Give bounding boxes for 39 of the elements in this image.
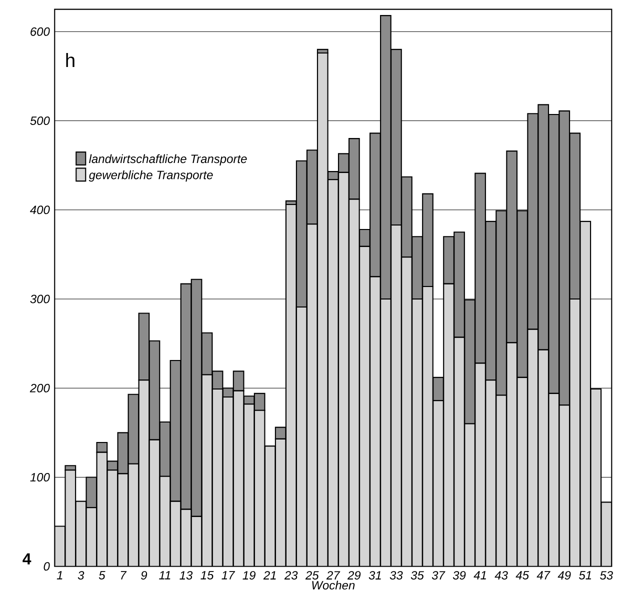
y-tick-label: 300 <box>30 294 50 304</box>
x-tick-label: 13 <box>180 571 193 580</box>
legend-label: gewerbliche Transporte <box>88 170 213 182</box>
x-tick-label: 49 <box>558 571 571 580</box>
y-tick-label: 200 <box>30 384 50 393</box>
x-tick-label: 33 <box>390 571 403 580</box>
x-tick-label: 37 <box>432 571 446 580</box>
x-tick-label: 9 <box>141 571 148 580</box>
y-tick-label: 600 <box>30 28 50 36</box>
y-tick-label: 400 <box>30 206 50 214</box>
x-tick-label: 43 <box>494 571 508 580</box>
x-tick-label: 19 <box>242 571 256 580</box>
x-tick-label: 17 <box>222 571 236 580</box>
y-tick-label: 0 <box>44 562 50 571</box>
y-axis-title: h <box>66 53 74 68</box>
y-tick-label: 100 <box>30 473 50 482</box>
x-tick-label: 23 <box>284 571 298 580</box>
x-tick-label: 39 <box>452 571 466 580</box>
x-axis-title: Wochen <box>312 580 355 590</box>
x-tick-label: 5 <box>98 571 106 580</box>
y-tick-label: 500 <box>30 116 50 126</box>
x-tick-label: 25 <box>305 571 319 580</box>
x-tick-label: 3 <box>78 571 84 580</box>
x-tick-label: 27 <box>326 571 340 580</box>
x-tick-label: 7 <box>120 571 127 580</box>
x-tick-label: 1 <box>56 571 62 580</box>
x-tick-label: 51 <box>578 571 592 580</box>
x-tick-label: 29 <box>347 571 361 580</box>
x-tick-label: 35 <box>410 571 424 580</box>
x-tick-label: 47 <box>536 571 550 580</box>
x-tick-label: 45 <box>516 571 530 580</box>
x-tick-label: 53 <box>600 571 613 580</box>
x-tick-label: 11 <box>159 571 170 580</box>
x-tick-label: 15 <box>200 571 214 580</box>
x-tick-label: 21 <box>263 571 276 580</box>
x-tick-label: 41 <box>474 571 486 580</box>
legend-label: landwirtschaftliche Transporte <box>89 154 247 166</box>
text: 4 <box>22 553 32 564</box>
x-tick-label: 31 <box>368 571 381 580</box>
